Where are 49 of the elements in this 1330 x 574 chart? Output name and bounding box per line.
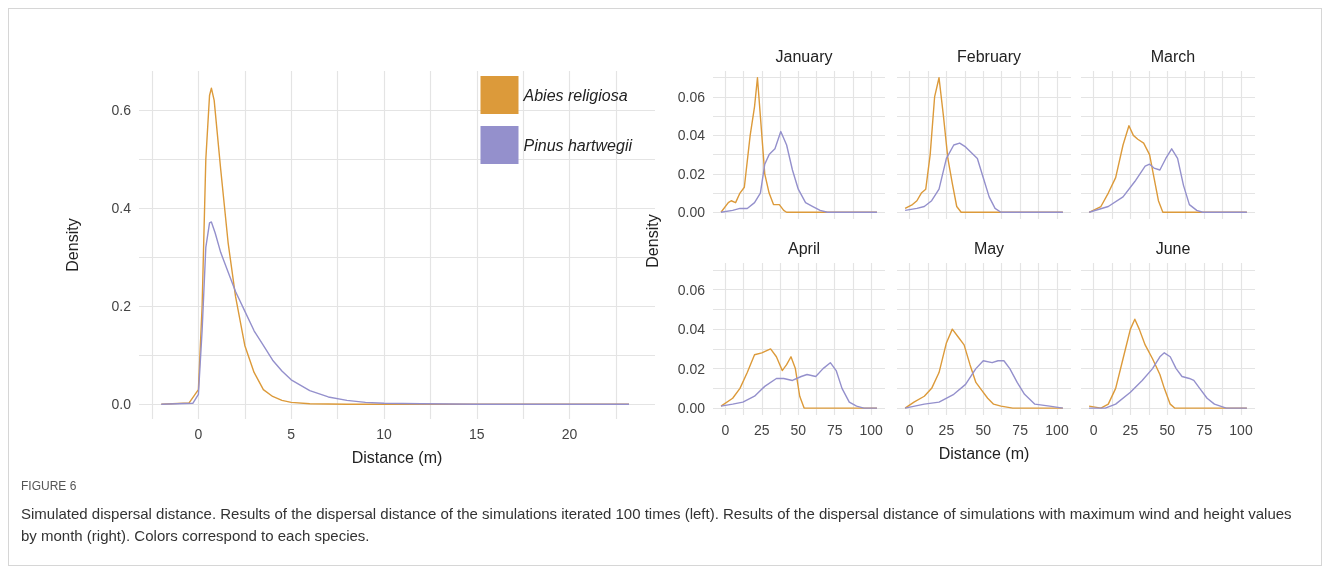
x-tick-label: 50 xyxy=(790,422,807,438)
chart-title: May xyxy=(973,239,1005,257)
x-tick-label: 50 xyxy=(975,422,992,438)
y-tick-label: 0.00 xyxy=(677,204,706,221)
x-tick-label: 0 xyxy=(721,422,730,438)
chart-title: June xyxy=(1155,239,1191,257)
y-tick-label: 0.06 xyxy=(677,88,706,105)
chart-title: March xyxy=(1150,47,1196,65)
x-axis-title: Distance (m) xyxy=(351,448,443,466)
y-tick-label: 0.6 xyxy=(111,102,132,119)
legend-label: Abies religiosa xyxy=(522,86,628,104)
y-tick-label: 0.4 xyxy=(111,200,132,217)
chart-title: January xyxy=(775,47,833,65)
x-tick-label: 20 xyxy=(561,426,578,442)
x-tick-label: 75 xyxy=(1196,422,1213,438)
x-tick-label: 5 xyxy=(287,426,296,442)
line-series xyxy=(160,221,630,405)
y-axis-title: Density xyxy=(64,218,82,272)
y-tick-label: 0.2 xyxy=(111,298,132,315)
chart-title: February xyxy=(956,47,1022,65)
legend-label: Pinus hartwegii xyxy=(523,136,633,154)
x-tick-label: 75 xyxy=(1012,422,1029,438)
x-axis-title: Distance (m) xyxy=(938,444,1030,462)
x-tick-label: 100 xyxy=(1229,422,1253,438)
y-tick-label: 0.02 xyxy=(677,165,706,182)
x-tick-label: 100 xyxy=(1045,422,1069,438)
y-axis-title: Density xyxy=(644,214,662,268)
x-tick-label: 50 xyxy=(1159,422,1176,438)
x-tick-label: 25 xyxy=(754,422,770,438)
caption: FIGURE 6 xyxy=(21,479,78,493)
x-tick-label: 75 xyxy=(826,422,843,438)
line-series xyxy=(720,130,878,213)
y-tick-label: 0.04 xyxy=(677,127,706,144)
x-tick-label: 100 xyxy=(859,422,884,438)
x-tick-label: 0 xyxy=(194,426,203,442)
line-series xyxy=(720,361,878,409)
y-tick-label: 0.04 xyxy=(677,321,706,338)
text: Simulated dispersal distance. Results of the dispersal distance of the simulations iterated 100 times (left). Results of the dispersal distance of simulations with maximum wind and height values by month (right). Colors correspond to each species. xyxy=(21,504,1293,546)
x-tick-label: 0 xyxy=(905,422,914,438)
y-tick-label: 0.02 xyxy=(677,360,706,377)
x-tick-label: 0 xyxy=(1089,422,1098,438)
y-tick-label: 0.00 xyxy=(677,400,706,417)
x-tick-label: 25 xyxy=(938,422,955,438)
x-tick-label: 25 xyxy=(1122,422,1139,438)
x-tick-label: 10 xyxy=(376,426,392,442)
y-tick-label: 0.0 xyxy=(111,396,132,413)
chart-title: April xyxy=(787,239,821,257)
y-tick-label: 0.06 xyxy=(677,281,706,298)
x-tick-label: 15 xyxy=(469,426,485,442)
